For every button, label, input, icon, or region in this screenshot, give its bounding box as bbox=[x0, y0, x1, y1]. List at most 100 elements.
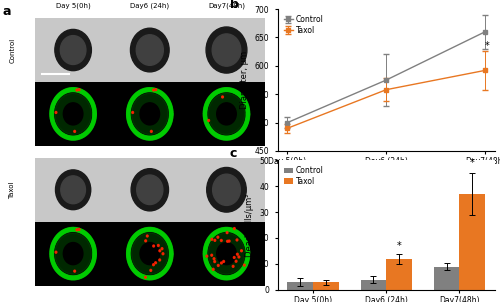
Circle shape bbox=[92, 246, 96, 249]
Circle shape bbox=[208, 97, 212, 101]
Circle shape bbox=[76, 228, 80, 232]
Circle shape bbox=[132, 233, 168, 274]
Circle shape bbox=[50, 247, 53, 251]
Circle shape bbox=[145, 240, 146, 242]
Circle shape bbox=[246, 250, 250, 254]
Circle shape bbox=[92, 259, 96, 262]
Circle shape bbox=[92, 120, 95, 124]
Circle shape bbox=[89, 126, 92, 130]
Circle shape bbox=[204, 245, 208, 248]
FancyBboxPatch shape bbox=[188, 18, 265, 82]
Circle shape bbox=[71, 227, 74, 231]
Circle shape bbox=[128, 259, 131, 263]
Circle shape bbox=[61, 230, 64, 234]
Circle shape bbox=[236, 239, 238, 241]
Circle shape bbox=[138, 230, 142, 234]
Circle shape bbox=[204, 258, 208, 262]
Circle shape bbox=[218, 89, 222, 93]
Circle shape bbox=[161, 248, 163, 250]
Circle shape bbox=[62, 134, 66, 138]
Circle shape bbox=[162, 93, 165, 97]
Circle shape bbox=[140, 135, 144, 139]
Circle shape bbox=[88, 98, 92, 101]
Circle shape bbox=[86, 94, 90, 98]
Circle shape bbox=[62, 273, 65, 277]
Circle shape bbox=[213, 92, 216, 95]
Circle shape bbox=[242, 265, 246, 269]
Circle shape bbox=[169, 257, 172, 261]
Circle shape bbox=[164, 95, 167, 99]
Circle shape bbox=[74, 228, 78, 231]
Circle shape bbox=[226, 276, 228, 280]
Circle shape bbox=[160, 132, 164, 136]
Circle shape bbox=[90, 239, 93, 243]
Circle shape bbox=[242, 236, 244, 240]
Circle shape bbox=[218, 265, 219, 266]
Circle shape bbox=[239, 270, 242, 274]
Circle shape bbox=[218, 135, 220, 139]
Circle shape bbox=[243, 124, 246, 128]
Circle shape bbox=[55, 93, 92, 134]
Circle shape bbox=[128, 105, 131, 109]
Circle shape bbox=[236, 253, 238, 255]
Circle shape bbox=[52, 243, 55, 247]
Circle shape bbox=[130, 125, 134, 129]
Circle shape bbox=[218, 135, 222, 139]
Circle shape bbox=[131, 169, 168, 211]
Circle shape bbox=[54, 125, 57, 129]
Circle shape bbox=[50, 249, 53, 253]
Circle shape bbox=[53, 124, 56, 128]
Circle shape bbox=[57, 130, 60, 134]
Circle shape bbox=[226, 136, 230, 140]
FancyBboxPatch shape bbox=[35, 18, 112, 82]
Circle shape bbox=[162, 253, 164, 255]
Circle shape bbox=[79, 89, 82, 93]
Circle shape bbox=[130, 239, 133, 243]
Circle shape bbox=[133, 234, 136, 238]
Circle shape bbox=[214, 239, 216, 241]
Circle shape bbox=[242, 267, 245, 271]
Circle shape bbox=[224, 88, 228, 92]
Circle shape bbox=[230, 275, 232, 279]
Circle shape bbox=[52, 121, 55, 125]
Circle shape bbox=[218, 275, 222, 279]
Circle shape bbox=[209, 95, 212, 99]
Circle shape bbox=[234, 90, 237, 94]
Circle shape bbox=[90, 99, 93, 103]
Circle shape bbox=[90, 124, 94, 128]
Circle shape bbox=[62, 133, 65, 137]
Circle shape bbox=[160, 232, 164, 236]
Circle shape bbox=[136, 271, 139, 275]
Circle shape bbox=[216, 103, 236, 125]
Text: c: c bbox=[230, 147, 237, 160]
Circle shape bbox=[140, 275, 144, 278]
Circle shape bbox=[61, 91, 64, 95]
Circle shape bbox=[53, 99, 56, 103]
Circle shape bbox=[145, 228, 148, 232]
Circle shape bbox=[207, 238, 210, 242]
Circle shape bbox=[64, 89, 66, 93]
Circle shape bbox=[78, 89, 82, 93]
Circle shape bbox=[168, 241, 171, 245]
Circle shape bbox=[64, 229, 66, 233]
Circle shape bbox=[221, 276, 224, 279]
Circle shape bbox=[244, 240, 247, 244]
Circle shape bbox=[56, 234, 60, 238]
Circle shape bbox=[84, 131, 88, 135]
Circle shape bbox=[155, 89, 156, 91]
Circle shape bbox=[131, 266, 134, 270]
Circle shape bbox=[132, 268, 136, 272]
Circle shape bbox=[207, 125, 210, 129]
Circle shape bbox=[56, 170, 90, 210]
Circle shape bbox=[60, 133, 64, 137]
Circle shape bbox=[215, 133, 218, 137]
Circle shape bbox=[138, 90, 142, 94]
Circle shape bbox=[216, 243, 236, 265]
Circle shape bbox=[246, 109, 250, 113]
Circle shape bbox=[205, 121, 208, 125]
Circle shape bbox=[206, 264, 210, 268]
Circle shape bbox=[140, 229, 143, 233]
Circle shape bbox=[55, 29, 92, 71]
Circle shape bbox=[224, 276, 228, 280]
Circle shape bbox=[219, 228, 222, 232]
